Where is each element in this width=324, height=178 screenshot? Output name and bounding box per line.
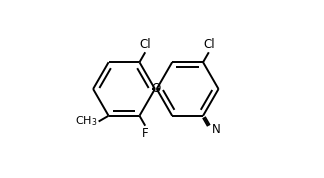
Text: N: N: [212, 123, 221, 136]
Text: O: O: [151, 82, 160, 96]
Text: Cl: Cl: [203, 38, 214, 51]
Text: Cl: Cl: [139, 38, 151, 51]
Text: CH$_3$: CH$_3$: [75, 115, 98, 128]
Text: F: F: [142, 127, 148, 140]
